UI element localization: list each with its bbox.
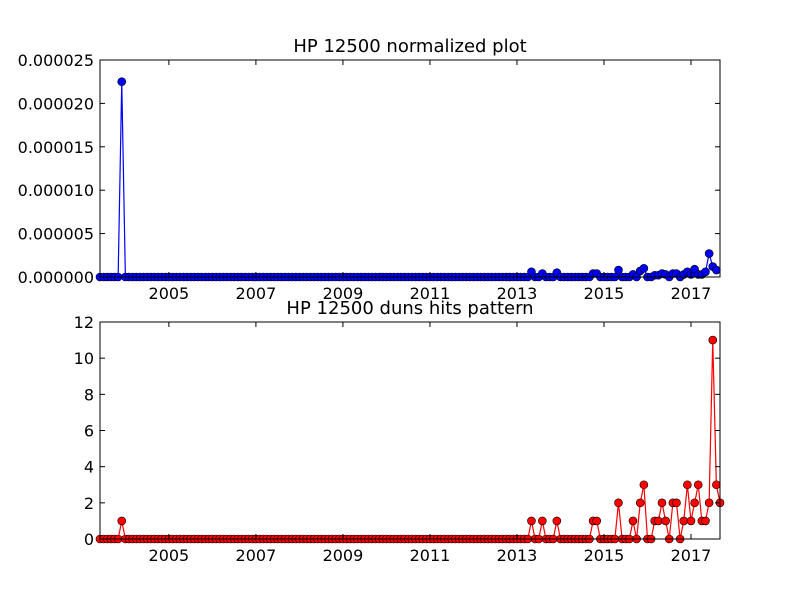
normalized-y-tick-label: 0.000015 <box>18 138 94 157</box>
duns-hits-data-point <box>712 480 721 490</box>
normalized-y-tick-label: 0.000005 <box>18 225 94 244</box>
duns-hits-data-point <box>614 498 623 508</box>
normalized-data-point <box>614 265 623 275</box>
normalized-x-ticks: 2005 2007 2009 2011 2013 2015 2017 <box>149 60 712 303</box>
normalized-data-point <box>704 249 714 258</box>
duns-hits-series-marks <box>95 335 725 544</box>
normalized-x-tick-label: 2005 <box>149 284 190 303</box>
duns-hits-data-point <box>635 498 645 508</box>
normalized-y-tick-label: 0.000025 <box>18 51 94 70</box>
duns-hits-y-tick-label: 4 <box>84 458 94 477</box>
duns-hits-data-point <box>690 498 699 508</box>
duns-hits-x-tick-label: 2017 <box>671 546 712 565</box>
normalized-data-point <box>117 77 127 86</box>
normalized-y-tick-label: 0.000000 <box>18 268 94 287</box>
duns-hits-data-point <box>628 516 638 526</box>
duns-hits-data-point <box>552 516 562 526</box>
normalized-x-tick-label: 2017 <box>671 284 712 303</box>
chart-title-normalized: HP 12500 normalized plot <box>293 36 526 57</box>
normalized-x-tick-label: 2015 <box>584 284 625 303</box>
duns-hits-y-ticks: 0 2 4 6 8 10 12 <box>74 313 720 549</box>
duns-hits-data-point <box>701 516 710 526</box>
duns-hits-data-point <box>654 516 663 526</box>
duns-hits-data-point <box>693 480 703 490</box>
normalized-x-tick-label: 2013 <box>497 284 538 303</box>
duns-hits-data-point <box>704 498 714 508</box>
duns-hits-x-tick-label: 2009 <box>323 546 364 565</box>
normalized-y-ticks: 0.000000 0.000005 0.000010 0.000015 0.000020… <box>18 51 720 287</box>
duns-hits-series-line <box>100 340 721 540</box>
duns-hits-data-point <box>672 498 681 508</box>
duns-hits-x-tick-label: 2015 <box>584 546 625 565</box>
normalized-series-line <box>100 81 717 278</box>
duns-hits-y-tick-label: 12 <box>74 313 94 332</box>
duns-hits-data-point <box>592 516 602 526</box>
chart-title-duns-hits: HP 12500 duns hits pattern <box>286 298 533 319</box>
duns-hits-x-tick-label: 2005 <box>149 546 190 565</box>
duns-hits-y-tick-label: 6 <box>84 422 94 441</box>
duns-hits-data-point <box>527 516 536 526</box>
normalized-plot-frame <box>99 59 721 278</box>
duns-hits-x-tick-label: 2013 <box>497 546 538 565</box>
normalized-y-tick-label: 0.000020 <box>18 94 94 113</box>
duns-hits-x-tick-label: 2007 <box>236 546 277 565</box>
duns-hits-data-point <box>639 480 649 490</box>
normalized-x-tick-label: 2009 <box>323 284 364 303</box>
normalized-x-tick-label: 2007 <box>236 284 277 303</box>
normalized-plot-axes: HP 12500 normalized plot 0.0000000.00000… <box>18 36 721 303</box>
duns-hits-data-point <box>538 516 547 526</box>
duns-hits-data-point <box>661 516 670 526</box>
duns-hits-x-tick-label: 2011 <box>410 546 451 565</box>
normalized-x-tick-label: 2011 <box>410 284 451 303</box>
duns-hits-data-point <box>683 480 692 490</box>
duns-hits-data-point <box>657 498 667 508</box>
duns-hits-plot-frame <box>99 321 721 540</box>
duns-hits-y-tick-label: 8 <box>84 385 94 404</box>
normalized-y-tick-label: 0.000010 <box>18 181 94 200</box>
duns-hits-data-point <box>679 516 689 526</box>
duns-hits-x-ticks: 2005 2007 2009 2011 2013 2015 2017 <box>149 322 712 565</box>
duns-hits-data-point <box>686 516 696 526</box>
duns-hits-axes: HP 12500 duns hits pattern 0 2 4 6 8 10 12 200… <box>74 298 725 565</box>
normalized-series-marks <box>95 77 721 282</box>
duns-hits-y-tick-label: 2 <box>84 494 94 513</box>
duns-hits-y-tick-label: 0 <box>84 530 94 549</box>
normalized-data-point <box>639 264 649 273</box>
duns-hits-data-point <box>708 335 718 345</box>
normalized-data-point <box>712 265 721 275</box>
duns-hits-y-tick-label: 10 <box>74 349 94 368</box>
duns-hits-data-point <box>117 516 127 526</box>
normalized-data-point <box>701 267 710 277</box>
